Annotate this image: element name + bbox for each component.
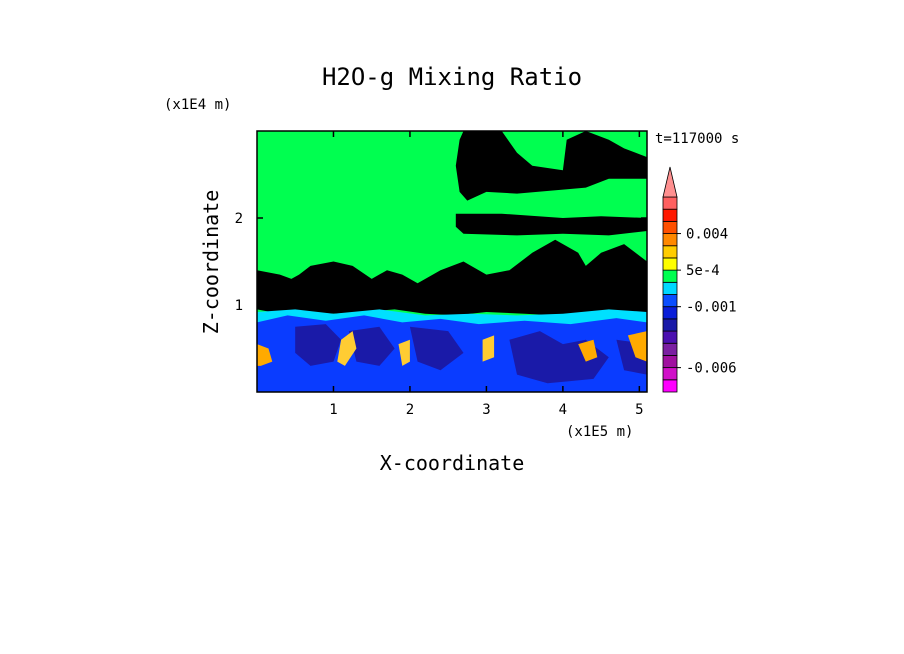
time-label: t=117000 s (655, 131, 739, 147)
contour-region-7 (348, 326, 395, 366)
colorbar: 0.004 5e-4 -0.001 -0.006 (662, 166, 737, 393)
colorbar-extend-arrow (662, 166, 678, 198)
colorbar-segment (662, 196, 678, 210)
y-tick-label: 1 (235, 298, 243, 314)
contour-region-14 (337, 331, 357, 366)
x-tick-label: 2 (406, 402, 414, 418)
colorbar-segment (662, 233, 678, 247)
x-tick-label: 5 (635, 402, 643, 418)
contour-region-13 (578, 339, 598, 362)
x-tick-label: 3 (482, 402, 490, 418)
contour-region-1 (455, 131, 647, 201)
contour-region-6 (295, 324, 342, 366)
colorbar-label: 5e-4 (686, 263, 720, 279)
x-unit-label: (x1E5 m) (566, 424, 633, 440)
y-unit-label: (x1E4 m) (164, 97, 231, 113)
contour-region-15 (398, 339, 410, 366)
colorbar-segment (662, 245, 678, 259)
colorbar-label: -0.006 (686, 361, 737, 377)
plot-frame (256, 130, 648, 393)
contour-region-3 (257, 239, 647, 316)
x-tick-label: 4 (559, 402, 567, 418)
colorbar-segment (662, 342, 678, 356)
colorbar-label: 0.004 (686, 227, 728, 243)
colorbar-label: -0.001 (686, 300, 737, 316)
colorbar-segment (662, 220, 678, 234)
y-axis-ticks: 12 (235, 211, 647, 314)
colorbar-segment (662, 379, 678, 393)
colorbar-segment (662, 318, 678, 332)
colorbar-segment (662, 355, 678, 369)
x-tick-label: 1 (329, 402, 337, 418)
colorbar-segment (662, 269, 678, 283)
colorbar-segment (662, 208, 678, 222)
x-axis-ticks: 1 2 3 4 5 (329, 131, 644, 418)
colorbar-segment (662, 367, 678, 381)
colorbar-segment (662, 257, 678, 271)
colorbar-segment (662, 294, 678, 308)
contour-region-2 (455, 213, 647, 236)
colorbar-segment (662, 306, 678, 320)
y-tick-label: 2 (235, 211, 243, 227)
colorbar-segment (662, 281, 678, 295)
colorbar-segment (662, 330, 678, 344)
y-axis-label: Z-coordinate (199, 190, 223, 335)
contour-plot-area (256, 130, 648, 393)
chart-title: H2O-g Mixing Ratio (322, 63, 582, 91)
contour-region-8 (409, 326, 464, 371)
x-axis-label: X-coordinate (380, 451, 525, 475)
contour-region-11 (257, 344, 273, 366)
contour-region-12 (627, 331, 647, 362)
contour-region-16 (482, 335, 495, 362)
